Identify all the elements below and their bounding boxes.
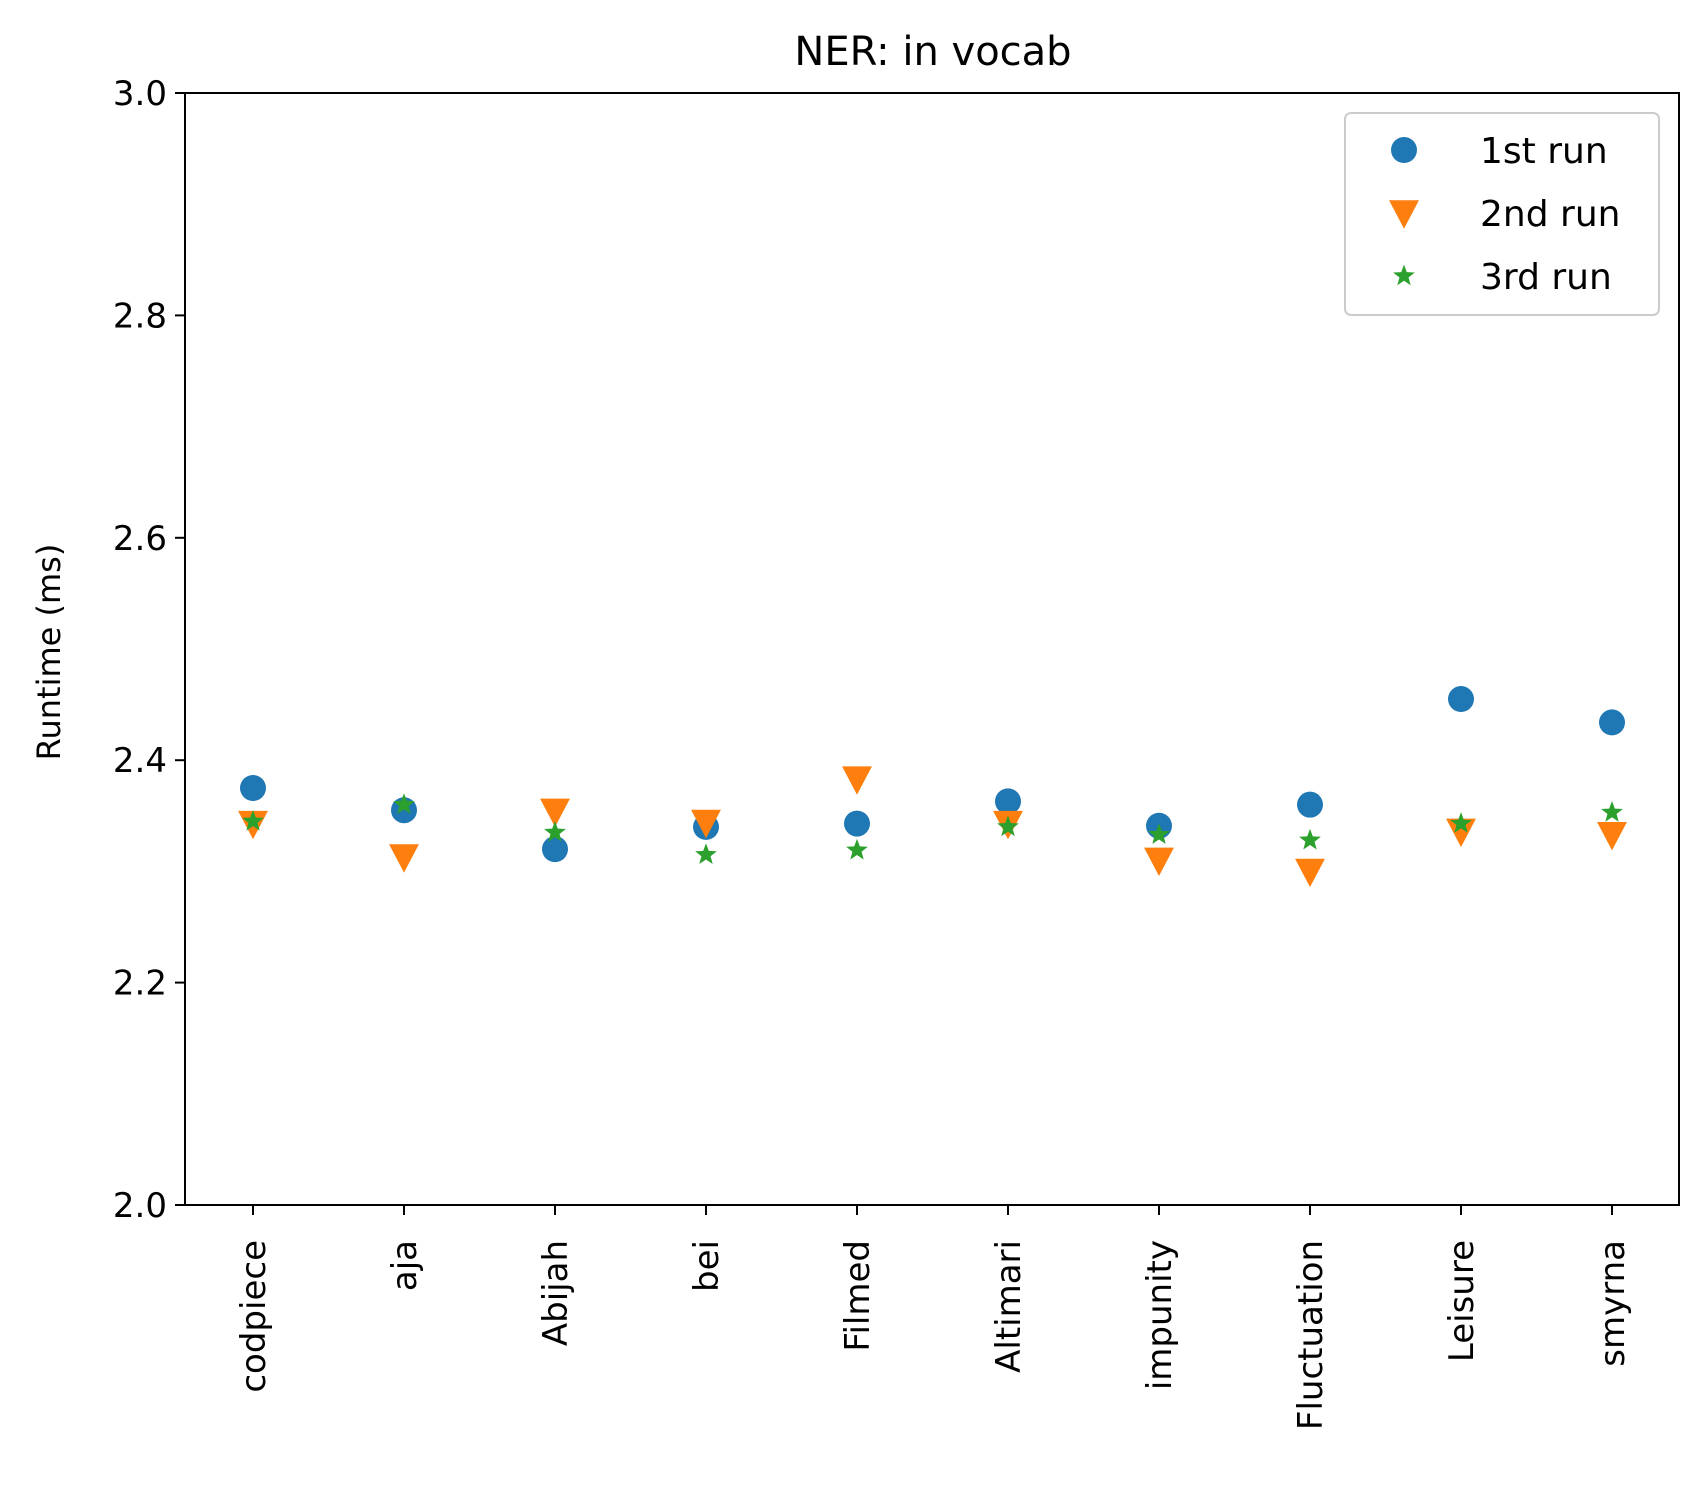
x-tick-label: Fluctuation <box>1291 1240 1331 1430</box>
legend-box <box>1344 112 1660 316</box>
data-point-circle <box>542 836 568 863</box>
series-3 <box>242 793 1623 864</box>
legend: 1st run 2nd run 3rd run <box>1344 112 1660 316</box>
data-point-star <box>1450 812 1472 833</box>
data-point-triangle <box>1144 847 1174 876</box>
x-tick-label: codpiece <box>234 1240 274 1393</box>
data-point-circle <box>844 810 870 837</box>
legend-marker-triangle <box>1389 200 1419 229</box>
data-point-triangle <box>389 844 419 873</box>
data-point-triangle <box>540 798 570 828</box>
data-point-star <box>695 843 717 864</box>
data-point-triangle <box>691 809 721 839</box>
series-1 <box>240 686 1625 863</box>
y-tick-label: 2.0 <box>113 1186 167 1226</box>
y-axis-label: Runtime (ms) <box>30 544 68 761</box>
x-tick-label: smyrna <box>1593 1240 1633 1367</box>
data-point-star <box>846 838 868 860</box>
legend-entries: 1st run 2nd run 3rd run <box>1389 131 1620 298</box>
x-tick-label: Abijah <box>536 1240 576 1346</box>
legend-label: 3rd run <box>1480 257 1612 298</box>
data-point-star <box>997 815 1019 837</box>
y-tick-label: 2.2 <box>113 964 167 1004</box>
data-point-circle <box>1448 686 1474 713</box>
data-marks <box>238 686 1627 888</box>
data-point-triangle <box>1446 818 1476 848</box>
x-tick-label: Altimari <box>989 1240 1029 1373</box>
data-point-star <box>1299 828 1321 850</box>
y-tick-label: 2.8 <box>113 296 167 336</box>
data-point-star <box>1148 823 1170 844</box>
data-point-circle <box>1599 709 1625 736</box>
data-point-star <box>242 809 264 831</box>
data-point-circle <box>240 775 266 801</box>
x-tick-label: aja <box>385 1240 425 1291</box>
x-tick-label: Filmed <box>838 1240 878 1352</box>
plot-area-frame <box>184 92 1680 1206</box>
series-2 <box>238 766 1627 888</box>
x-tick-label: impunity <box>1140 1240 1180 1390</box>
legend-label: 1st run <box>1480 131 1608 172</box>
y-tick-label: 3.0 <box>113 74 167 114</box>
x-axis: codpiece aja Abijah bei Filmed Altimari impuni… <box>234 1205 1633 1430</box>
data-point-triangle <box>1597 821 1627 851</box>
data-point-triangle <box>842 766 872 795</box>
legend-marker-circle <box>1391 137 1417 163</box>
x-tick-label: Leisure <box>1442 1240 1482 1362</box>
x-tick-label: bei <box>687 1240 727 1292</box>
data-point-star <box>544 821 566 842</box>
chart-title: NER: in vocab <box>794 29 1071 75</box>
legend-label: 2nd run <box>1480 194 1620 235</box>
data-point-circle <box>995 788 1021 815</box>
data-point-circle <box>1297 791 1323 818</box>
y-axis: 2.0 2.2 2.4 2.6 2.8 3.0 <box>113 74 185 1226</box>
data-point-triangle <box>1295 858 1325 888</box>
y-tick-label: 2.4 <box>113 741 167 781</box>
y-tick-label: 2.6 <box>113 519 167 559</box>
legend-marker-star <box>1393 264 1415 286</box>
data-point-star <box>1601 801 1623 822</box>
data-point-star <box>393 793 415 814</box>
